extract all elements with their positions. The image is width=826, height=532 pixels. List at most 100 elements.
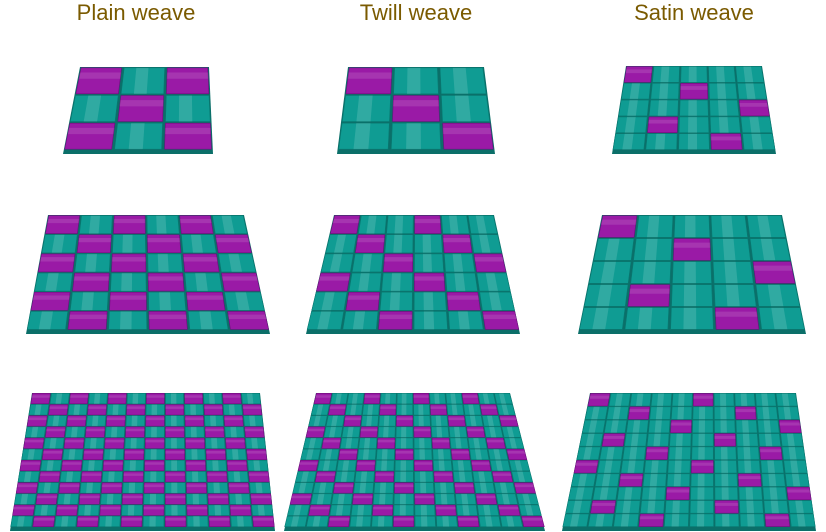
warp-cell: [690, 473, 714, 487]
warp-cell: [615, 500, 641, 514]
yarn-highlight: [396, 417, 413, 421]
yarn-highlight: [435, 506, 456, 510]
warp-cell: [81, 460, 103, 472]
yarn-highlight: [108, 471, 115, 482]
weft-cell: [244, 426, 265, 438]
yarn-highlight: [720, 406, 727, 420]
weft-cell: [485, 437, 506, 449]
yarn-highlight: [318, 482, 327, 494]
weft-cell: [99, 504, 122, 516]
weft-cell: [359, 426, 379, 438]
yarn-highlight: [454, 426, 461, 438]
yarn-highlight: [106, 493, 114, 505]
weft-cell: [215, 234, 252, 254]
warp-cell: [713, 284, 757, 307]
warp-cell: [712, 261, 754, 284]
yarn-highlight: [796, 514, 806, 527]
weft-cell: [714, 500, 739, 514]
warp-cell: [46, 415, 68, 427]
weft-cell: [691, 460, 714, 474]
warp-cell: [308, 415, 328, 427]
weft-cell: [222, 393, 242, 405]
warp-cell: [477, 504, 500, 516]
yarn-highlight: [133, 67, 149, 94]
yarn-highlight: [165, 451, 185, 454]
warp-cell: [669, 433, 692, 447]
warp-cell: [100, 493, 122, 505]
warp-cell: [34, 272, 73, 292]
warp-cell: [481, 415, 501, 427]
yarn-highlight: [377, 439, 395, 443]
warp-cell: [112, 234, 146, 254]
yarn-highlight: [698, 433, 705, 447]
yarn-highlight: [332, 218, 360, 224]
yarn-highlight: [372, 506, 393, 510]
yarn-highlight: [252, 518, 274, 521]
yarn-highlight: [383, 426, 389, 438]
yarn-highlight: [454, 273, 466, 292]
yarn-highlight: [622, 500, 631, 514]
warp-cell: [413, 404, 431, 416]
warp-cell: [49, 393, 70, 405]
warp-cell: [618, 99, 650, 117]
yarn-highlight: [592, 307, 609, 330]
warp-cell: [714, 406, 735, 420]
yarn-highlight: [697, 473, 705, 487]
yarn-highlight: [722, 238, 736, 261]
yarn-highlight: [324, 449, 333, 460]
warp-cell: [143, 493, 165, 505]
yarn-highlight: [70, 395, 89, 398]
weft-cell: [710, 133, 743, 150]
yarn-highlight: [697, 487, 705, 500]
warp-cell: [670, 307, 714, 330]
weft-cell: [289, 493, 313, 505]
warp-cell: [443, 253, 476, 273]
yarn-highlight: [83, 95, 102, 122]
warp-cell: [126, 393, 146, 405]
weft-cell: [442, 122, 494, 150]
warp-cell: [329, 504, 352, 516]
warp-cell: [223, 404, 243, 416]
warp-cell: [67, 404, 88, 416]
satin-weave-panel-large: [562, 393, 816, 531]
weft-cell: [435, 504, 457, 516]
yarn-highlight: [418, 404, 424, 415]
yarn-highlight: [742, 420, 749, 433]
yarn-highlight: [720, 447, 728, 460]
warp-cell: [758, 433, 782, 447]
yarn-highlight: [603, 435, 625, 439]
yarn-highlight: [767, 460, 775, 473]
weft-cell: [738, 99, 770, 117]
yarn-highlight: [629, 409, 650, 413]
yarn-highlight: [334, 234, 346, 253]
weft-cell: [85, 426, 106, 438]
weft-cell: [67, 311, 108, 330]
weft-cell: [623, 66, 653, 83]
yarn-highlight: [485, 273, 498, 292]
warp-cell: [346, 393, 365, 405]
weft-cell: [429, 404, 448, 416]
warp-cell: [667, 460, 691, 474]
warp-cell: [413, 415, 431, 427]
warp-cell: [587, 513, 615, 527]
yarn-highlight: [642, 261, 656, 284]
warp-cell: [106, 404, 127, 416]
yarn-highlight: [655, 133, 666, 150]
yarn-highlight: [715, 311, 758, 317]
yarn-highlight: [654, 420, 662, 433]
yarn-highlight: [253, 460, 261, 471]
weft-cell: [120, 515, 143, 527]
yarn-highlight: [448, 417, 465, 421]
weft-cell: [587, 393, 611, 407]
warp-cell: [165, 393, 184, 405]
yarn-highlight: [740, 393, 748, 406]
warp-cell: [780, 433, 804, 447]
warp-cell: [414, 234, 443, 254]
yarn-highlight: [230, 426, 237, 438]
yarn-highlight: [717, 83, 727, 100]
yarn-highlight: [624, 116, 636, 133]
yarn-highlight: [171, 460, 178, 471]
warp-cell: [478, 515, 502, 527]
yarn-highlight: [360, 471, 368, 482]
yarn-highlight: [390, 273, 401, 292]
